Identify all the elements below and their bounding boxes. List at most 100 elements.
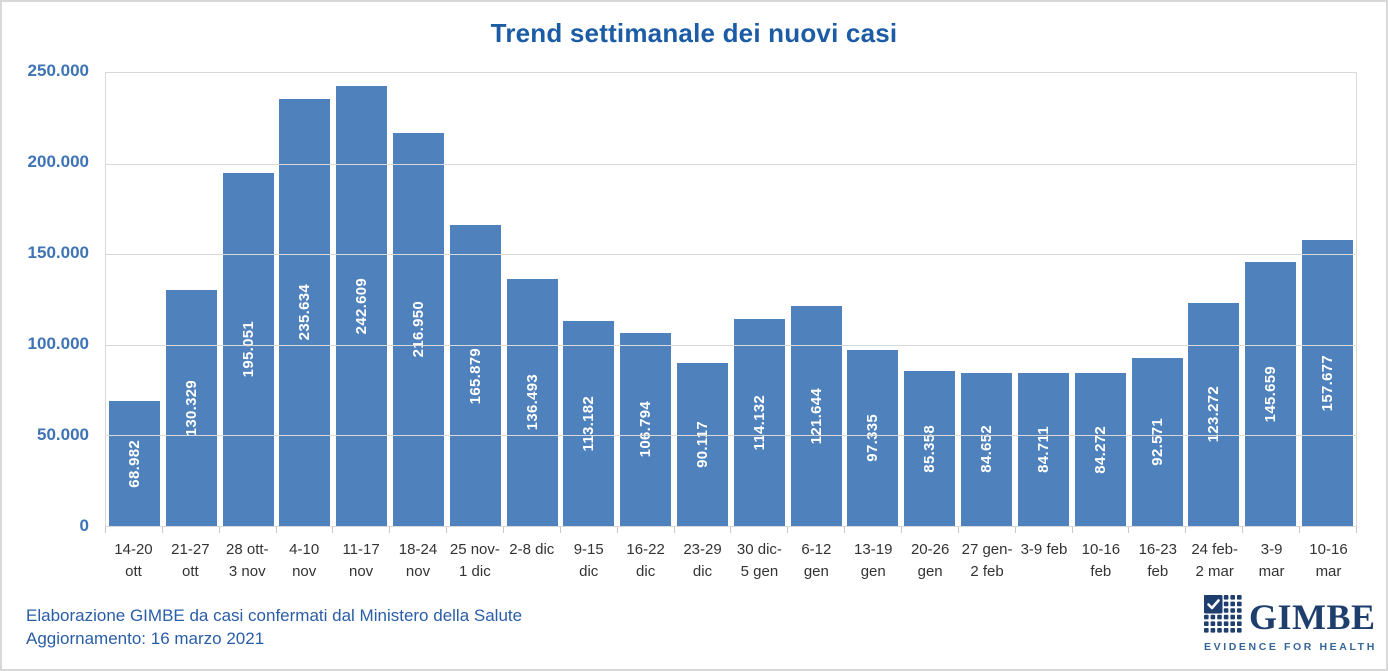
- bar-slot: 114.132: [731, 73, 788, 526]
- bar: 85.358: [904, 371, 956, 526]
- bar: 123.272: [1188, 302, 1240, 526]
- axis-tick: [1355, 527, 1357, 533]
- axis-tick: [446, 527, 448, 533]
- bar-slot: 113.182: [561, 73, 618, 526]
- bar: 106.794: [620, 332, 672, 526]
- x-axis-labels: 14-20 ott 21-27 ott 28 ott- 3 nov 4-10 nov 1…: [105, 539, 1357, 583]
- bar-slot: 157.677: [1299, 73, 1356, 526]
- axis-tick: [503, 527, 505, 533]
- bar: 121.644: [790, 305, 842, 526]
- bar-value-label: 145.659: [1262, 365, 1280, 423]
- bar-value-label: 85.358: [921, 424, 939, 473]
- x-axis-category-label: 13-19 gen: [854, 541, 893, 580]
- x-axis-category-label: 4-10 nov: [289, 541, 320, 580]
- x-axis-category-label: 10-16 mar: [1309, 541, 1348, 580]
- bar-value-label: 106.794: [637, 401, 655, 458]
- x-axis-category-label: 20-26 gen: [910, 541, 950, 580]
- x-axis-category-label: 23-29 dic: [683, 541, 722, 580]
- axis-tick: [559, 527, 561, 533]
- bar-slot: 216.950: [390, 73, 447, 526]
- axis-tick: [1128, 527, 1130, 533]
- y-axis-tick-label: 150.000: [27, 243, 89, 262]
- bar: 113.182: [563, 320, 615, 526]
- bar: 84.652: [961, 372, 1013, 526]
- bar-slot: 90.117: [674, 73, 731, 526]
- bar: 84.272: [1074, 373, 1126, 526]
- bar: 242.609: [336, 86, 388, 526]
- x-axis-category-label: 30 dic- 5 gen: [736, 541, 782, 580]
- bar-slot: 84.711: [1015, 73, 1072, 526]
- axis-tick: [901, 527, 903, 533]
- bar-value-label: 84.272: [1091, 425, 1109, 474]
- y-axis-tick-label: 0: [79, 516, 89, 535]
- bar: 130.329: [165, 289, 217, 526]
- y-axis-tick-label: 50.000: [37, 425, 89, 444]
- x-axis-category-label: 11-17 nov: [342, 541, 380, 580]
- bar: 235.634: [279, 99, 331, 526]
- x-axis-category-label: 10-16 feb: [1081, 541, 1121, 580]
- bar: 195.051: [222, 172, 274, 526]
- bar-slot: 130.329: [163, 73, 220, 526]
- bar-slot: 97.335: [845, 73, 902, 526]
- axis-tick: [1299, 527, 1301, 533]
- gimbe-logo-wordmark: GIMBE: [1249, 596, 1376, 637]
- update-note: Aggiornamento: 16 marzo 2021: [26, 629, 265, 648]
- x-axis-category-label: 6-12 gen: [801, 541, 832, 580]
- axis-tick: [161, 527, 163, 533]
- x-axis-category-label: 2-8 dic: [509, 541, 555, 558]
- bar-value-label: 113.182: [580, 395, 598, 452]
- bar: 90.117: [677, 362, 729, 526]
- x-axis-category-label: 24 feb- 2 mar: [1191, 541, 1239, 580]
- axis-tick: [616, 527, 618, 533]
- bar-slot: 121.644: [788, 73, 845, 526]
- x-axis-category-label: 3-9 mar: [1258, 541, 1285, 580]
- gridline: [106, 254, 1356, 256]
- gridline: [106, 435, 1356, 437]
- bar-slot: 106.794: [617, 73, 674, 526]
- x-axis-category-label: 3-9 feb: [1020, 541, 1068, 558]
- bar-value-label: 157.677: [1318, 354, 1336, 412]
- bar-value-label: 68.982: [125, 439, 143, 488]
- bar-value-label: 92.571: [1148, 418, 1166, 466]
- axis-tick: [105, 527, 106, 533]
- gimbe-logo-tagline: EVIDENCE FOR HEALTH: [1204, 641, 1377, 653]
- bar-value-label: 90.117: [694, 420, 712, 468]
- bar-slot: 136.493: [504, 73, 561, 526]
- bar-value-label: 123.272: [1205, 386, 1223, 443]
- x-axis-category-label: 16-23 feb: [1138, 541, 1177, 580]
- bar-slot: 165.879: [447, 73, 504, 526]
- axis-tick: [957, 527, 959, 533]
- axis-tick: [673, 527, 675, 533]
- bar: 68.982: [108, 401, 160, 526]
- bar: 114.132: [733, 319, 785, 526]
- x-axis-category-label: 9-15 dic: [573, 541, 604, 580]
- x-axis-category-label: 16-22 dic: [626, 541, 665, 580]
- bar: 157.677: [1301, 240, 1353, 526]
- bar: 92.571: [1131, 358, 1183, 526]
- bar-slot: 123.272: [1185, 73, 1242, 526]
- axis-tick: [844, 527, 846, 533]
- bar: 97.335: [847, 349, 899, 526]
- bar-slot: 145.659: [1242, 73, 1299, 526]
- bar-slot: 68.982: [106, 73, 163, 526]
- bar-value-label: 235.634: [296, 284, 314, 341]
- x-axis-category-label: 14-20 ott: [114, 541, 153, 580]
- bar-slot: 84.272: [1072, 73, 1129, 526]
- bar-slot: 195.051: [220, 73, 277, 526]
- bar-value-label: 84.652: [978, 425, 996, 474]
- plot-area: 68.982 130.329 195.051 235.634 242.609 216.95…: [105, 72, 1357, 527]
- bar-slot: 242.609: [333, 73, 390, 526]
- chart-title: Trend settimanale dei nuovi casi: [490, 18, 898, 48]
- bar-slot: 85.358: [901, 73, 958, 526]
- bar: 216.950: [392, 132, 444, 526]
- axis-tick: [218, 527, 220, 533]
- bar-value-label: 195.051: [239, 321, 257, 378]
- bar-slot: 92.571: [1129, 73, 1186, 526]
- axis-tick: [1014, 527, 1016, 533]
- axis-tick: [332, 527, 334, 533]
- x-axis-category-label: 28 ott- 3 nov: [226, 541, 269, 580]
- bar: 136.493: [506, 278, 558, 526]
- bar-slot: 84.652: [958, 73, 1015, 526]
- gridline: [106, 344, 1356, 346]
